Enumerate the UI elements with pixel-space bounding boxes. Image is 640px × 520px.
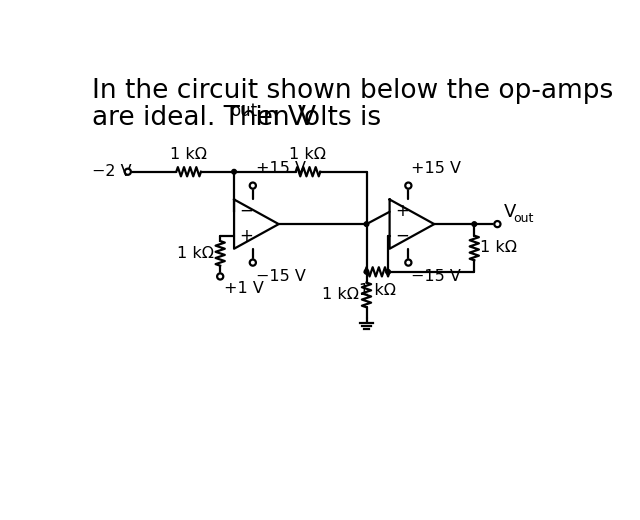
Text: in Volts is: in Volts is [247, 105, 381, 131]
Text: +15 V: +15 V [256, 161, 306, 176]
Circle shape [405, 183, 412, 189]
Circle shape [494, 221, 500, 227]
Text: −15 V: −15 V [256, 269, 306, 284]
Text: 1 kΩ: 1 kΩ [170, 147, 207, 162]
Circle shape [232, 170, 236, 174]
Circle shape [364, 269, 369, 274]
Text: 1 kΩ: 1 kΩ [177, 246, 214, 261]
Text: −: − [395, 227, 409, 244]
Text: +15 V: +15 V [412, 161, 461, 176]
Circle shape [405, 259, 412, 266]
Text: out: out [513, 212, 534, 225]
Circle shape [386, 269, 390, 274]
Circle shape [217, 274, 223, 280]
Text: are ideal. Then V: are ideal. Then V [92, 105, 316, 131]
Circle shape [250, 183, 256, 189]
Text: −2 V: −2 V [92, 164, 132, 179]
Text: V: V [504, 203, 516, 221]
Text: 1 kΩ: 1 kΩ [359, 282, 396, 297]
Text: +: + [239, 227, 253, 244]
Text: +: + [395, 202, 409, 220]
Text: In the circuit shown below the op-amps: In the circuit shown below the op-amps [92, 78, 614, 104]
Text: −: − [239, 202, 253, 220]
Text: 1 kΩ: 1 kΩ [481, 240, 518, 255]
Circle shape [250, 259, 256, 266]
Circle shape [364, 222, 369, 226]
Text: 1 kΩ: 1 kΩ [322, 288, 359, 303]
Text: out: out [230, 102, 257, 121]
Text: −15 V: −15 V [412, 269, 461, 284]
Circle shape [472, 222, 477, 226]
Text: 1 kΩ: 1 kΩ [289, 147, 326, 162]
Circle shape [125, 168, 131, 175]
Text: +1 V: +1 V [224, 281, 264, 296]
